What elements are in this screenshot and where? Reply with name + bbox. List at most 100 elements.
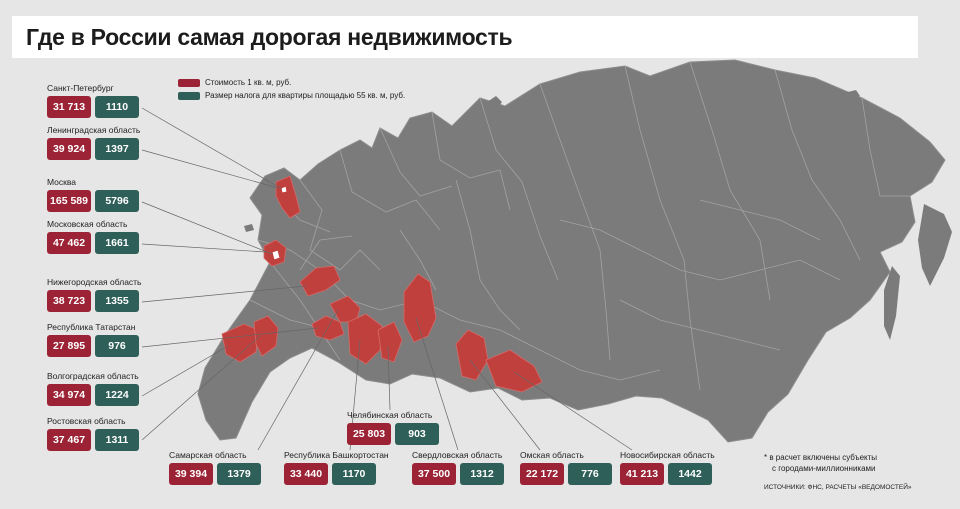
leader-lines [141, 107, 633, 451]
callout-lenobl: Ленинградская область 39 924 1397 [47, 125, 143, 161]
region-shape-nizhny [299, 265, 341, 297]
tax-badge: 776 [568, 463, 612, 485]
footnote-line-1: * в расчет включены субъекты [764, 453, 878, 462]
price-badge: 37 500 [412, 463, 456, 485]
kamchatka [918, 204, 952, 286]
kaliningrad [244, 224, 254, 232]
price-badge: 31 713 [47, 96, 91, 118]
region-name: Омская область [520, 450, 584, 460]
region-shape-samara [329, 295, 361, 323]
tax-badge: 903 [395, 423, 439, 445]
tax-badge: 1311 [95, 429, 139, 451]
leader-nizhny [141, 285, 307, 303]
region-name: Челябинская область [347, 410, 433, 420]
callout-sverdlovsk: Свердловская область 37 500 1312 [412, 450, 508, 486]
callout-moscow: Москва 165 589 5796 [47, 177, 143, 213]
region-name: Республика Татарстан [47, 322, 136, 332]
price-badge: 27 895 [47, 335, 91, 357]
callout-chelyabinsk: Челябинская область 25 803 903 [347, 410, 443, 446]
region-shape-volgograd [221, 323, 259, 363]
tax-badge: 1442 [668, 463, 712, 485]
leader-moscow [141, 201, 273, 255]
leader-volgograd [141, 345, 229, 397]
region-name: Волгоградская область [47, 371, 139, 381]
leader-mosobl [141, 243, 267, 253]
taimyr-island [612, 96, 672, 132]
legend-price-label: Стоимость 1 кв. м, руб. [205, 78, 292, 87]
tax-badge: 1224 [95, 384, 139, 406]
price-badge: 25 803 [347, 423, 391, 445]
legend-tax: Размер налога для квартиры площадью 55 к… [178, 91, 405, 100]
leader-omsk [469, 359, 541, 451]
tax-badge: 1110 [95, 96, 139, 118]
tax-badge: 976 [95, 335, 139, 357]
region-shape-spb [280, 185, 288, 194]
callout-omsk: Омская область 22 172 776 [520, 450, 616, 486]
callout-spb: Санкт-Петербург 31 713 1110 [47, 83, 143, 119]
callout-mosobl: Московская область 47 462 1661 [47, 219, 143, 255]
leader-sverdlovsk [415, 317, 459, 451]
leader-lenobl [141, 149, 279, 189]
sakhalin [884, 266, 900, 340]
legend-price: Стоимость 1 кв. м, руб. [178, 78, 291, 87]
region-name: Ростовская область [47, 416, 126, 426]
region-borders [249, 61, 910, 391]
price-badge: 47 462 [47, 232, 91, 254]
region-shape-sverdlovsk [403, 273, 437, 343]
wrangel-island [840, 90, 860, 100]
region-name: Свердловская область [412, 450, 503, 460]
highlighted-regions [221, 175, 543, 393]
leader-novosibirsk [513, 371, 633, 451]
tax-badge: 1379 [217, 463, 261, 485]
region-name: Ленинградская область [47, 125, 141, 135]
callout-novosibirsk: Новосибирская область 41 213 1442 [620, 450, 730, 486]
novaya-zemlya [448, 96, 502, 168]
region-shape-rostov [253, 315, 279, 357]
region-name: Санкт-Петербург [47, 83, 114, 93]
russia-landmass [197, 59, 946, 443]
price-badge: 38 723 [47, 290, 91, 312]
leader-rostov [141, 335, 261, 441]
tax-badge: 1355 [95, 290, 139, 312]
region-name: Республика Башкортостан [284, 450, 389, 460]
region-name: Москва [47, 177, 77, 187]
region-shape-lenobl [275, 175, 301, 219]
region-shape-bashkortostan [347, 313, 383, 365]
title-bar: Где в России самая дорогая недвижимость [12, 16, 918, 58]
region-name: Новосибирская область [620, 450, 715, 460]
price-badge: 33 440 [284, 463, 328, 485]
region-name: Нижегородская область [47, 277, 142, 287]
callout-bashkortostan: Республика Башкортостан 33 440 1170 [284, 450, 394, 486]
footnote-line-2: с городами-миллионниками [772, 464, 876, 473]
legend-tax-label: Размер налога для квартиры площадью 55 к… [205, 91, 406, 100]
tax-badge: 1661 [95, 232, 139, 254]
tax-badge: 1397 [95, 138, 139, 160]
price-badge: 39 924 [47, 138, 91, 160]
legend-price-swatch [178, 78, 200, 87]
callout-rostov: Ростовская область 37 467 1311 [47, 416, 143, 452]
footnote: * в расчет включены субъекты с городами-… [764, 452, 877, 474]
tax-badge: 5796 [95, 190, 139, 212]
tax-badge: 1312 [460, 463, 504, 485]
price-badge: 39 394 [169, 463, 213, 485]
leader-tatarstan [141, 327, 319, 348]
callout-tatarstan: Республика Татарстан 27 895 976 [47, 322, 143, 358]
leader-samara [257, 309, 339, 451]
legend-tax-swatch [178, 91, 200, 100]
leader-spb [141, 107, 283, 190]
region-shape-chelyabinsk [377, 321, 403, 363]
price-badge: 22 172 [520, 463, 564, 485]
region-name: Московская область [47, 219, 128, 229]
price-badge: 41 213 [620, 463, 664, 485]
page-title: Где в России самая дорогая недвижимость [26, 24, 513, 50]
price-badge: 165 589 [47, 190, 91, 212]
price-badge: 34 974 [47, 384, 91, 406]
region-shape-moscow [271, 249, 281, 261]
tax-badge: 1170 [332, 463, 376, 485]
callout-samara: Самарская область 39 394 1379 [169, 450, 265, 486]
callout-volgograd: Волгоградская область 34 974 1224 [47, 371, 143, 407]
source-credit: ИСТОЧНИКИ: ФНС, РАСЧЕТЫ «ВЕДОМОСТЕЙ» [764, 484, 912, 491]
callout-nizhny: Нижегородская область 38 723 1355 [47, 277, 143, 313]
region-name: Самарская область [169, 450, 247, 460]
